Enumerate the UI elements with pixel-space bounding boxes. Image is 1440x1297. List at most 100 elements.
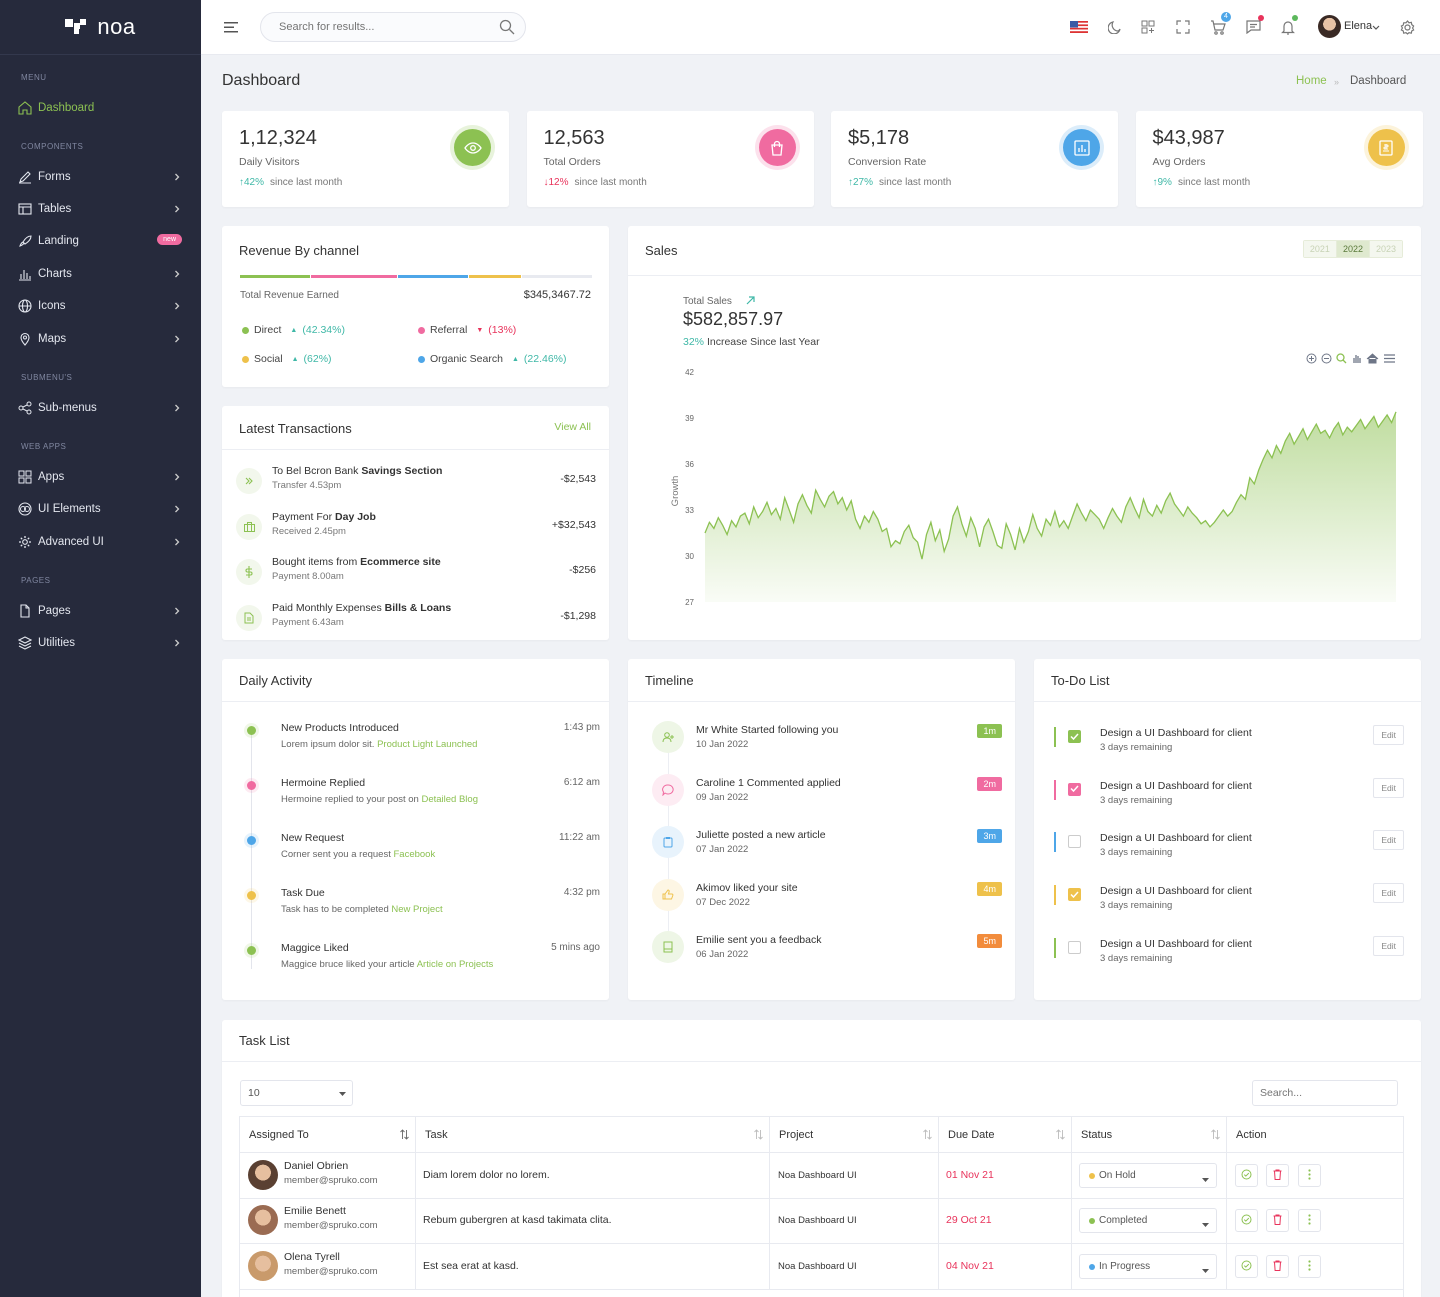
sidebar-item-dashboard[interactable]: Dashboard bbox=[0, 96, 201, 120]
chevron-right-icon bbox=[171, 605, 183, 617]
activity-item: Maggice Liked Maggice bruce liked your ar… bbox=[240, 942, 600, 997]
menu-toggle-icon[interactable] bbox=[221, 17, 241, 37]
cart-icon[interactable]: 4 bbox=[1208, 12, 1231, 37]
approve-button[interactable] bbox=[1235, 1209, 1258, 1232]
sidebar-category-1: COMPONENTS bbox=[21, 142, 84, 151]
status-select[interactable]: Completed bbox=[1079, 1208, 1217, 1233]
activity-item: Task Due Task has to be completed New Pro… bbox=[240, 887, 600, 942]
approve-button[interactable] bbox=[1235, 1164, 1258, 1187]
breadcrumb-current: Dashboard bbox=[1350, 75, 1407, 87]
breadcrumb-home[interactable]: Home bbox=[1296, 75, 1327, 87]
more-button[interactable] bbox=[1298, 1164, 1321, 1187]
sidebar-item-ui-elements[interactable]: UI Elements bbox=[0, 497, 201, 521]
activity-link[interactable]: Detailed Blog bbox=[421, 794, 478, 805]
sidebar-item-utilities[interactable]: Utilities bbox=[0, 631, 201, 655]
edit-button[interactable]: Edit bbox=[1373, 883, 1404, 904]
checkbox-unchecked[interactable] bbox=[1068, 835, 1081, 849]
checkbox-checked[interactable] bbox=[1068, 730, 1081, 743]
status-select[interactable]: On Hold bbox=[1079, 1163, 1217, 1188]
activity-link[interactable]: Product Light Launched bbox=[377, 739, 478, 750]
moon-icon[interactable] bbox=[1105, 17, 1125, 37]
activity-item: New Products Introduced Lorem ipsum dolor… bbox=[240, 722, 600, 777]
zoom-in-icon[interactable] bbox=[1306, 353, 1317, 364]
activity-link[interactable]: Facebook bbox=[393, 849, 436, 860]
progress-organic bbox=[398, 275, 468, 278]
chart-menu-icon[interactable] bbox=[1383, 353, 1396, 364]
view-all-link[interactable]: View All bbox=[554, 421, 591, 433]
sidebar-item-advanced-ui[interactable]: Advanced UI bbox=[0, 530, 201, 554]
chevron-right-icon bbox=[171, 268, 183, 280]
task-search-input[interactable] bbox=[1252, 1080, 1398, 1106]
stat-value: $43,987 bbox=[1152, 127, 1225, 149]
sidebar-item-icons[interactable]: Icons bbox=[0, 294, 201, 318]
pan-hand-icon[interactable] bbox=[1351, 353, 1362, 364]
column-header-assigned-to[interactable]: Assigned To bbox=[240, 1117, 415, 1153]
activity-link[interactable]: New Project bbox=[391, 904, 443, 915]
logo[interactable]: noa bbox=[0, 0, 201, 55]
sidebar-item-forms[interactable]: Forms bbox=[0, 165, 201, 189]
delete-button[interactable] bbox=[1266, 1164, 1289, 1187]
transaction-row[interactable]: Bought items from Ecommerce site Payment … bbox=[236, 554, 596, 594]
bell-icon[interactable] bbox=[1278, 15, 1298, 37]
column-header-project[interactable]: Project bbox=[769, 1117, 938, 1153]
status-label: Completed bbox=[1099, 1215, 1148, 1226]
stat-trend-pct: 9% bbox=[1157, 177, 1172, 188]
more-button[interactable] bbox=[1298, 1255, 1321, 1278]
dollar-icon bbox=[236, 559, 262, 585]
checkbox-unchecked[interactable] bbox=[1068, 940, 1081, 954]
column-header-action[interactable]: Action bbox=[1226, 1117, 1403, 1153]
approve-button[interactable] bbox=[1235, 1255, 1258, 1278]
sidebar-item-apps[interactable]: Apps bbox=[0, 465, 201, 489]
year-tab-2023[interactable]: 2023 bbox=[1368, 241, 1402, 257]
more-button[interactable] bbox=[1298, 1209, 1321, 1232]
chat-icon[interactable] bbox=[1243, 15, 1264, 37]
sidebar-item-landing[interactable]: Landing new bbox=[0, 229, 201, 253]
activity-link[interactable]: Article on Projects bbox=[416, 959, 494, 970]
column-header-task[interactable]: Task bbox=[415, 1117, 769, 1153]
zoom-out-icon[interactable] bbox=[1321, 353, 1332, 364]
chevron-down-icon[interactable] bbox=[1370, 18, 1382, 36]
activity-time: 5 mins ago bbox=[551, 942, 600, 953]
chevron-right-icon bbox=[171, 171, 183, 183]
status-select[interactable]: In Progress bbox=[1079, 1254, 1217, 1279]
trash-icon bbox=[1273, 1169, 1282, 1183]
fullscreen-icon[interactable] bbox=[1173, 17, 1193, 37]
apps-icon[interactable] bbox=[1138, 17, 1158, 37]
year-tab-2022[interactable]: 2022 bbox=[1335, 241, 1369, 257]
us-flag-icon[interactable] bbox=[1069, 17, 1089, 37]
sidebar-item-maps[interactable]: Maps bbox=[0, 327, 201, 351]
sales-card: Sales 2021 2022 2023 Total Sales $582,857.… bbox=[628, 226, 1421, 640]
sidebar-item-sub-menus[interactable]: Sub-menus bbox=[0, 396, 201, 420]
transaction-row[interactable]: To Bel Bcron Bank Savings Section Transfe… bbox=[236, 463, 596, 503]
divider bbox=[222, 701, 609, 702]
todo-title: Design a UI Dashboard for client bbox=[1100, 832, 1252, 845]
user-name[interactable]: Elena bbox=[1344, 20, 1373, 32]
reset-home-icon[interactable] bbox=[1366, 353, 1379, 364]
column-header-status[interactable]: Status bbox=[1071, 1117, 1226, 1153]
avatar[interactable] bbox=[1318, 15, 1341, 38]
delete-button[interactable] bbox=[1266, 1209, 1289, 1232]
transaction-row[interactable]: Paid Monthly Expenses Bills & Loans Payme… bbox=[236, 600, 596, 640]
transaction-row[interactable]: Payment For Day Job Received 2.45pm +$32,5… bbox=[236, 509, 596, 549]
sidebar-item-pages[interactable]: Pages bbox=[0, 599, 201, 623]
due-date: 04 Nov 21 bbox=[946, 1260, 994, 1272]
edit-button[interactable]: Edit bbox=[1373, 777, 1404, 798]
year-tab-2021[interactable]: 2021 bbox=[1303, 241, 1336, 257]
table-icon bbox=[18, 202, 32, 216]
search-input[interactable] bbox=[260, 12, 526, 42]
delete-button[interactable] bbox=[1266, 1255, 1289, 1278]
task-text: Diam lorem dolor no lorem. bbox=[423, 1169, 550, 1181]
edit-button[interactable]: Edit bbox=[1373, 725, 1404, 745]
column-header-due-date[interactable]: Due Date bbox=[938, 1117, 1071, 1153]
home-icon bbox=[18, 101, 32, 115]
sidebar-item-tables[interactable]: Tables bbox=[0, 197, 201, 221]
checkbox-checked[interactable] bbox=[1068, 888, 1081, 902]
checkbox-checked[interactable] bbox=[1068, 782, 1081, 796]
edit-button[interactable]: Edit bbox=[1373, 935, 1404, 956]
edit-button[interactable]: Edit bbox=[1373, 830, 1404, 851]
gear-icon[interactable] bbox=[1397, 17, 1417, 37]
sidebar-item-charts[interactable]: Charts bbox=[0, 262, 201, 286]
search-icon[interactable] bbox=[497, 17, 517, 37]
selection-zoom-icon[interactable] bbox=[1336, 353, 1347, 364]
page-size-select[interactable]: 10 bbox=[240, 1080, 353, 1106]
